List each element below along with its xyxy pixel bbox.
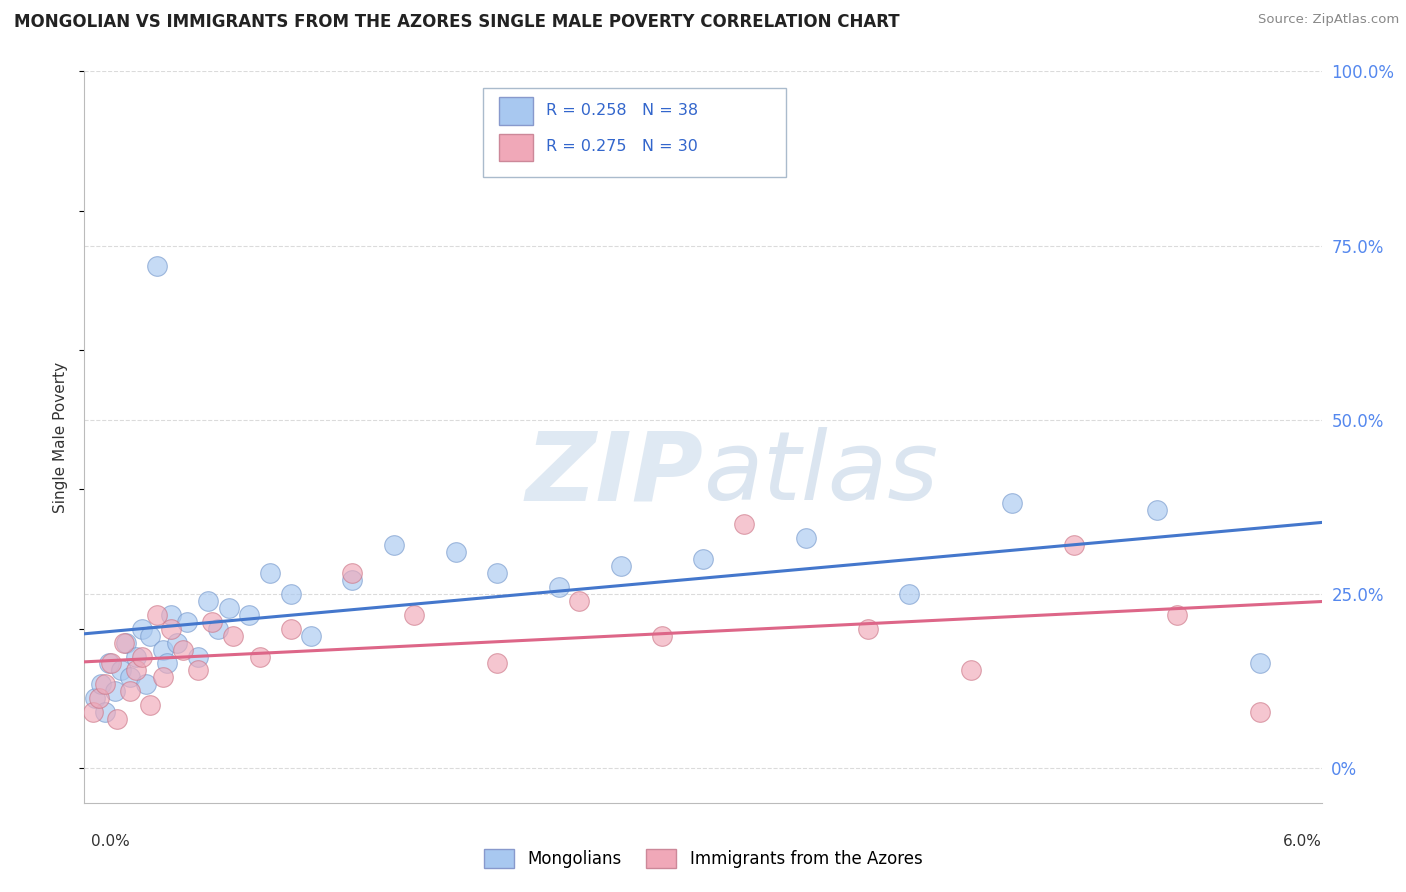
Text: R = 0.258   N = 38: R = 0.258 N = 38 (546, 103, 697, 118)
Point (1249, 657, 1271, 671)
Point (125, 649, 148, 664)
FancyBboxPatch shape (499, 134, 533, 161)
Text: MONGOLIAN VS IMMIGRANTS FROM THE AZORES SINGLE MALE POVERTY CORRELATION CHART: MONGOLIAN VS IMMIGRANTS FROM THE AZORES … (14, 13, 900, 31)
Point (1249, 705, 1271, 719)
Point (342, 573, 364, 587)
Point (139, 698, 162, 713)
Point (118, 684, 141, 698)
Point (547, 580, 569, 594)
Point (692, 552, 714, 566)
FancyBboxPatch shape (482, 88, 786, 178)
Point (960, 664, 983, 678)
Point (856, 622, 879, 636)
Point (299, 629, 322, 643)
Point (1166, 607, 1188, 622)
Text: 6.0%: 6.0% (1282, 834, 1322, 849)
Text: Source: ZipAtlas.com: Source: ZipAtlas.com (1258, 13, 1399, 27)
Point (100, 657, 122, 671)
FancyBboxPatch shape (499, 97, 533, 125)
Legend: Mongolians, Immigrants from the Azores: Mongolians, Immigrants from the Azores (477, 842, 929, 875)
Point (105, 712, 128, 726)
Text: atlas: atlas (703, 427, 938, 520)
Point (197, 594, 219, 608)
Point (259, 566, 281, 580)
Point (104, 684, 127, 698)
Point (152, 642, 174, 657)
Point (114, 635, 136, 649)
Point (1001, 496, 1024, 510)
Point (125, 664, 148, 678)
Point (145, 260, 167, 274)
Point (160, 607, 183, 622)
Point (131, 622, 153, 636)
Point (201, 615, 224, 629)
Point (166, 635, 188, 649)
Point (160, 622, 183, 636)
Point (485, 566, 508, 580)
Point (187, 649, 209, 664)
Point (651, 629, 673, 643)
Point (98, 657, 121, 671)
Point (238, 607, 260, 622)
Point (568, 594, 591, 608)
Point (131, 649, 153, 664)
Point (112, 635, 135, 649)
Point (222, 629, 245, 643)
Point (145, 607, 167, 622)
Point (280, 587, 302, 601)
Point (187, 664, 209, 678)
Point (485, 657, 508, 671)
Point (87, 691, 110, 706)
Point (172, 642, 194, 657)
Point (118, 670, 141, 684)
Y-axis label: Single Male Poverty: Single Male Poverty (53, 361, 69, 513)
Point (733, 517, 755, 532)
Text: R = 0.275   N = 30: R = 0.275 N = 30 (546, 139, 697, 154)
Point (404, 607, 426, 622)
Point (110, 664, 132, 678)
Point (90, 677, 112, 691)
Point (280, 622, 302, 636)
Point (94, 677, 117, 691)
Point (1146, 503, 1168, 517)
Point (898, 587, 921, 601)
Point (83, 691, 105, 706)
Text: ZIP: ZIP (524, 427, 703, 520)
Point (382, 538, 405, 552)
Point (218, 600, 240, 615)
Point (152, 670, 174, 684)
Point (609, 558, 631, 573)
Point (1063, 538, 1085, 552)
Point (207, 622, 229, 636)
Point (249, 649, 271, 664)
Point (444, 545, 467, 559)
Point (135, 677, 157, 691)
Text: 0.0%: 0.0% (91, 834, 131, 849)
Point (139, 629, 162, 643)
Point (94, 705, 117, 719)
Point (794, 531, 817, 545)
Point (82, 705, 104, 719)
Point (156, 657, 179, 671)
Point (176, 615, 198, 629)
Point (342, 566, 364, 580)
